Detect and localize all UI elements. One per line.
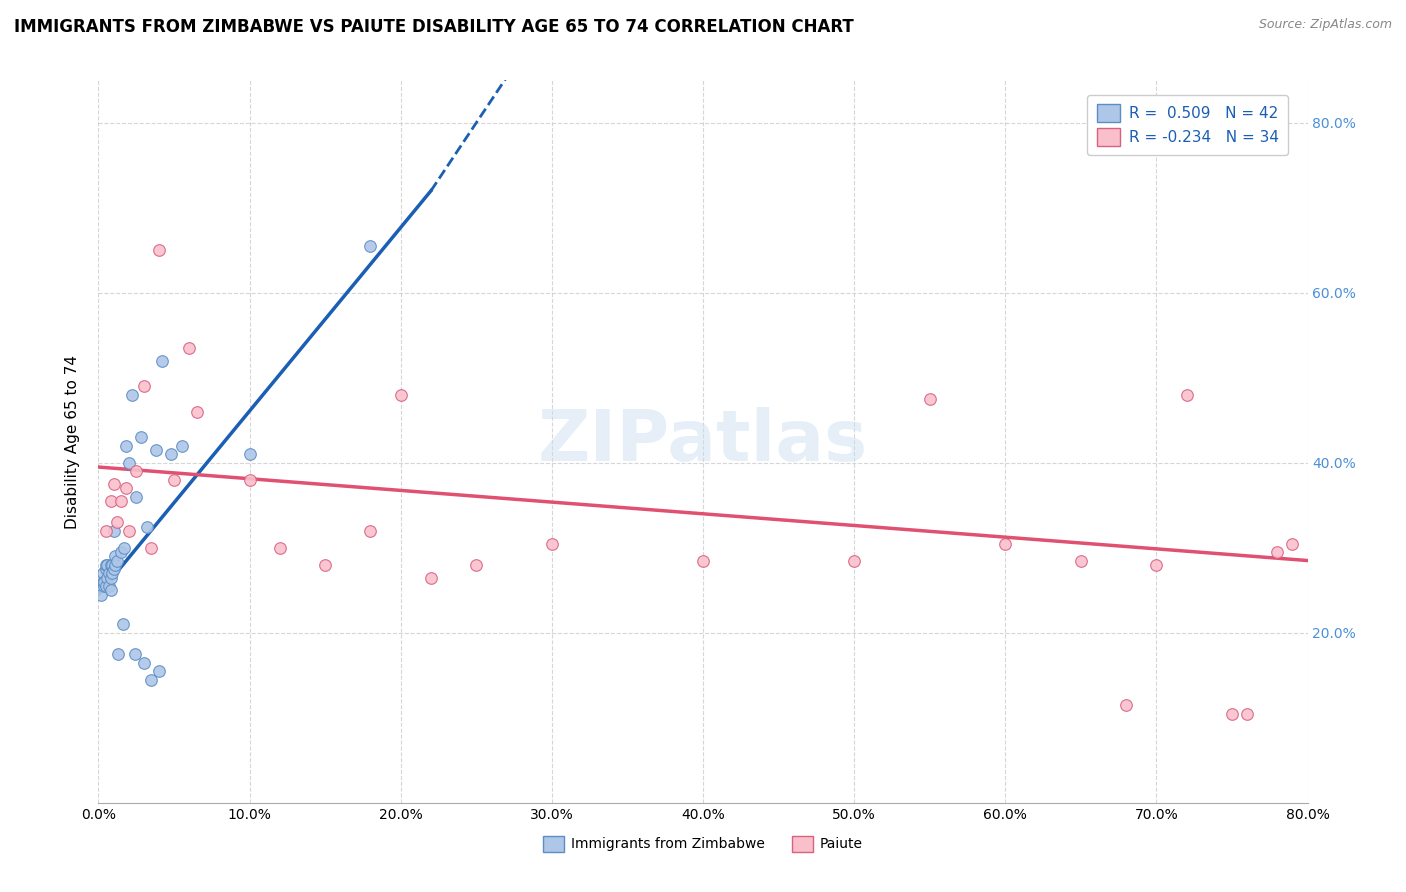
Point bbox=[918, 392, 941, 406]
Point bbox=[98, 566, 121, 581]
Point bbox=[170, 439, 193, 453]
Point bbox=[148, 244, 170, 258]
Point bbox=[314, 558, 336, 572]
Point bbox=[91, 566, 114, 581]
Point bbox=[692, 553, 714, 567]
Point bbox=[104, 558, 127, 572]
Point bbox=[105, 553, 128, 567]
Point bbox=[101, 558, 124, 572]
Point bbox=[1281, 536, 1303, 550]
Point bbox=[1115, 698, 1137, 712]
Point bbox=[110, 494, 132, 508]
Point bbox=[160, 447, 183, 461]
Point bbox=[1144, 558, 1167, 572]
Point bbox=[98, 579, 121, 593]
Point bbox=[150, 353, 173, 368]
Point bbox=[94, 562, 117, 576]
Point bbox=[103, 477, 125, 491]
Point bbox=[465, 558, 488, 572]
Point bbox=[96, 558, 118, 572]
Point bbox=[186, 405, 208, 419]
Point bbox=[112, 541, 135, 555]
Point bbox=[360, 239, 382, 253]
Point bbox=[121, 388, 143, 402]
Point bbox=[94, 579, 117, 593]
Point bbox=[90, 588, 112, 602]
Point bbox=[994, 536, 1017, 550]
Point bbox=[103, 562, 125, 576]
Point bbox=[844, 553, 866, 567]
Point bbox=[1220, 706, 1243, 721]
Point bbox=[132, 656, 155, 670]
Point bbox=[107, 647, 129, 661]
Point bbox=[148, 664, 170, 678]
Point bbox=[103, 524, 125, 538]
Point bbox=[132, 379, 155, 393]
Point bbox=[100, 494, 122, 508]
Point bbox=[110, 545, 132, 559]
Point bbox=[540, 536, 562, 550]
Point bbox=[269, 541, 291, 555]
Point bbox=[118, 524, 141, 538]
Point bbox=[124, 647, 146, 661]
Point bbox=[114, 439, 136, 453]
Text: IMMIGRANTS FROM ZIMBABWE VS PAIUTE DISABILITY AGE 65 TO 74 CORRELATION CHART: IMMIGRANTS FROM ZIMBABWE VS PAIUTE DISAB… bbox=[14, 18, 853, 36]
Point bbox=[96, 570, 118, 584]
Legend: Immigrants from Zimbabwe, Paiute: Immigrants from Zimbabwe, Paiute bbox=[537, 830, 869, 857]
Point bbox=[104, 549, 127, 564]
Point bbox=[93, 574, 115, 589]
Point bbox=[141, 673, 163, 687]
Point bbox=[141, 541, 163, 555]
Point bbox=[114, 481, 136, 495]
Point bbox=[100, 558, 122, 572]
Point bbox=[105, 516, 128, 530]
Point bbox=[111, 617, 134, 632]
Point bbox=[239, 473, 262, 487]
Point bbox=[360, 524, 382, 538]
Point bbox=[389, 388, 412, 402]
Point bbox=[129, 430, 152, 444]
Y-axis label: Disability Age 65 to 74: Disability Age 65 to 74 bbox=[65, 354, 80, 529]
Text: ZIPatlas: ZIPatlas bbox=[538, 407, 868, 476]
Point bbox=[101, 566, 124, 581]
Point bbox=[1267, 545, 1289, 559]
Point bbox=[125, 490, 148, 504]
Point bbox=[420, 570, 443, 584]
Point bbox=[1175, 388, 1198, 402]
Point bbox=[125, 464, 148, 478]
Point bbox=[1236, 706, 1258, 721]
Point bbox=[100, 583, 122, 598]
Point bbox=[94, 558, 117, 572]
Point bbox=[93, 579, 115, 593]
Point bbox=[118, 456, 141, 470]
Point bbox=[135, 519, 157, 533]
Point bbox=[94, 524, 117, 538]
Point bbox=[179, 341, 201, 355]
Point bbox=[145, 443, 167, 458]
Point bbox=[91, 574, 114, 589]
Point bbox=[1070, 553, 1092, 567]
Point bbox=[100, 570, 122, 584]
Text: Source: ZipAtlas.com: Source: ZipAtlas.com bbox=[1258, 18, 1392, 31]
Point bbox=[239, 447, 262, 461]
Point bbox=[163, 473, 186, 487]
